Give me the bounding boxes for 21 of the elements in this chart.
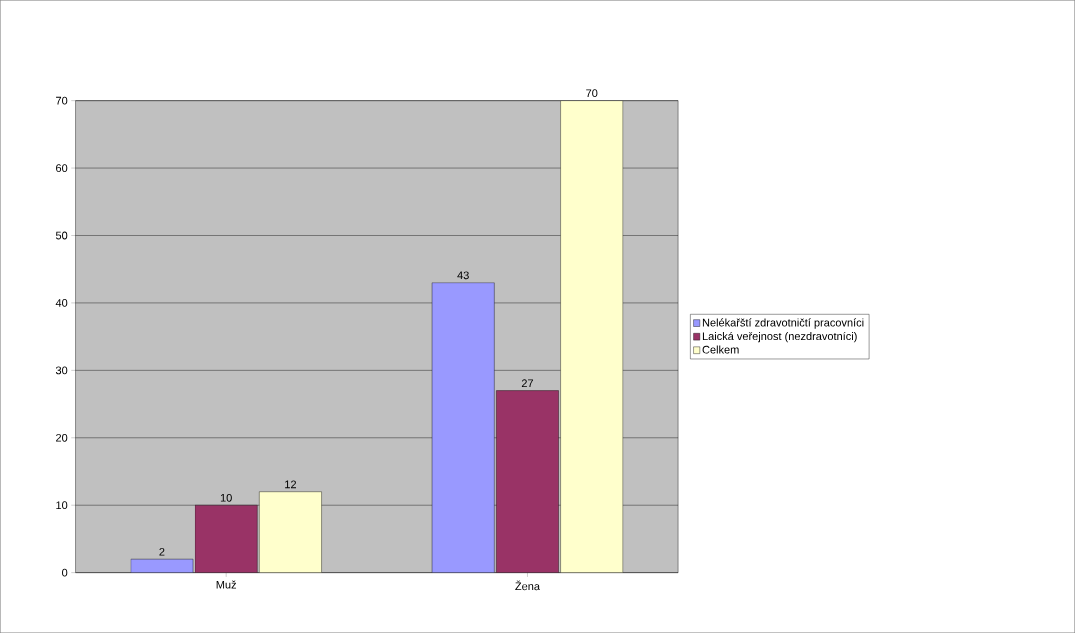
legend-label: Nelékařští zdravotničtí pracovníci — [702, 318, 864, 329]
bar — [560, 100, 624, 573]
y-tick-label: 10 — [56, 501, 68, 510]
data-label: 10 — [220, 493, 232, 502]
y-tick-label: 20 — [56, 433, 68, 442]
y-tick-label: 0 — [62, 568, 68, 577]
legend-label: Celkem — [702, 345, 739, 354]
y-tick-label: 30 — [55, 366, 68, 375]
legend-label: Laická veřejnost (nezdravotníci) — [702, 331, 857, 343]
y-tick-label: 70 — [56, 96, 68, 105]
data-label: 2 — [159, 547, 165, 556]
x-tick-label: Žena — [515, 580, 540, 591]
bar — [259, 491, 322, 573]
y-tick-label: 40 — [55, 298, 68, 307]
y-tick-label: 50 — [55, 231, 68, 240]
y-tick-label: 60 — [56, 164, 68, 172]
data-label: 70 — [586, 89, 598, 98]
x-tick-label: Muž — [216, 580, 237, 589]
data-label: 27 — [521, 379, 534, 387]
data-label: 43 — [457, 271, 469, 280]
data-label: 12 — [285, 480, 297, 489]
